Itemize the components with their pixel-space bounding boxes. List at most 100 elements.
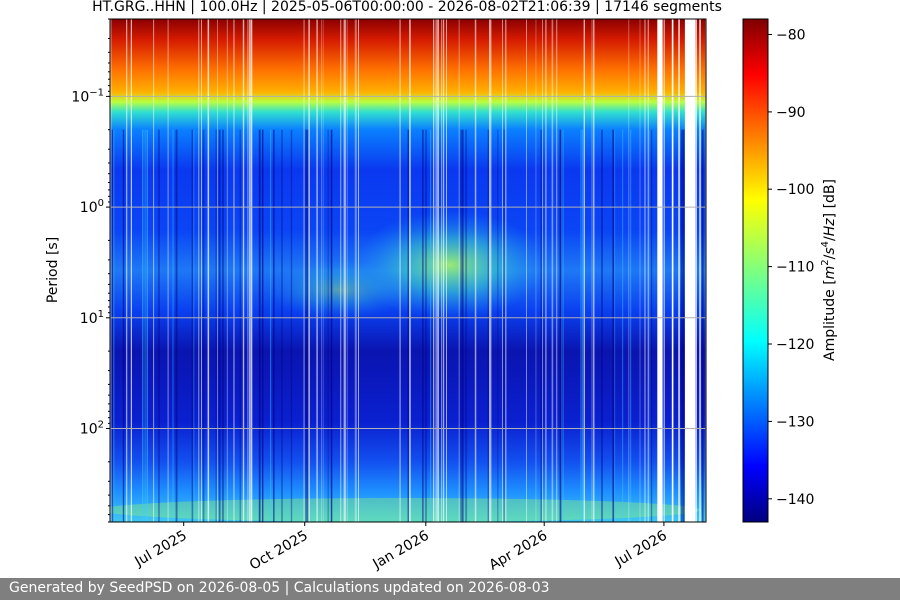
stripe-quiet [612, 129, 615, 522]
stripe-missing [198, 19, 200, 522]
stripe-quiet [122, 129, 125, 522]
stripe-quiet [422, 129, 424, 522]
stripe-quiet [487, 129, 490, 522]
stripe-quiet [215, 129, 217, 522]
stripe-noisy [142, 129, 144, 522]
stripe-missing [308, 19, 310, 522]
stripe-missing [233, 19, 235, 522]
stripe-quiet [258, 129, 261, 522]
stripe-missing [474, 19, 477, 522]
y-axis-label: Period [s] [45, 237, 61, 303]
data-gap [678, 19, 680, 522]
data-gap [671, 19, 674, 522]
stripe-missing [343, 19, 346, 522]
stripe-quiet [425, 129, 427, 522]
stripe-noisy [561, 129, 563, 522]
stripe-missing [434, 19, 436, 522]
microseism-band-secondary [270, 260, 410, 320]
stripe-missing [242, 19, 245, 522]
stripe-quiet [682, 129, 685, 522]
stripe-missing [526, 19, 527, 522]
stripe-noisy [143, 129, 145, 522]
stripe-missing [321, 19, 322, 522]
stripe-missing [535, 19, 537, 522]
stripe-missing [249, 19, 251, 522]
stripe-missing [354, 19, 356, 522]
stripe-missing [695, 19, 697, 522]
stripe-quiet [650, 129, 653, 522]
stripe-missing [545, 19, 547, 522]
stripe-quiet [407, 129, 409, 522]
stripe-missing [201, 19, 202, 522]
stripe-missing [593, 19, 595, 522]
stripe-missing [153, 19, 155, 522]
chart-title: HT.GRG..HHN | 100.0Hz | 2025-05-06T00:00… [92, 0, 722, 15]
stripe-missing [303, 19, 305, 522]
stripe-missing [322, 19, 324, 522]
stripe-missing [409, 19, 411, 522]
y-tick-label: 100 [80, 198, 104, 216]
plot-frame [109, 18, 707, 523]
stripe-missing [247, 19, 249, 522]
stripe-missing [217, 19, 218, 522]
colorbar-tick-label: −140 [776, 492, 814, 508]
x-tick-label: Jul 2026 [612, 528, 670, 571]
y-axis: 10−1 100 101 102 [71, 18, 110, 523]
stripe-quiet [460, 129, 462, 522]
spectrogram [110, 19, 706, 522]
stripe-quiet [290, 129, 293, 522]
stripe-quiet [222, 129, 224, 522]
stripe-noisy [113, 129, 115, 522]
stripe-missing [399, 19, 401, 522]
long-period-band [110, 498, 700, 522]
stripe-missing [644, 19, 646, 522]
stripe-missing [502, 19, 503, 522]
colorbar-tick-label: −110 [776, 260, 814, 276]
chart: HT.GRG..HHN | 100.0Hz | 2025-05-06T00:00… [45, 0, 838, 574]
stripe-missing [446, 19, 447, 522]
stripe-quiet [306, 129, 309, 522]
stripe-noisy [172, 129, 174, 522]
stripe-missing [628, 19, 630, 522]
stripe-quiet [273, 129, 275, 522]
y-tick-label: 101 [80, 309, 104, 327]
stripe-quiet [327, 129, 329, 522]
stripe-quiet [191, 129, 194, 522]
stripe-missing [441, 19, 442, 522]
stripe-noisy [270, 129, 272, 522]
stripe-missing [316, 19, 318, 522]
stripe-missing [663, 19, 665, 522]
data-gap [657, 19, 663, 522]
stripe-missing [591, 19, 593, 522]
stripe-quiet [218, 129, 221, 522]
stripe-quiet [111, 129, 114, 522]
x-axis: Jul 2025 Oct 2025 Jan 2026 Apr 2026 Jul 2026 [131, 522, 670, 574]
stripe-quiet [503, 129, 505, 522]
stripe-missing [542, 19, 543, 522]
stripe-quiet [175, 129, 178, 522]
x-tick-label: Jul 2025 [131, 528, 189, 571]
stripe-missing [436, 19, 438, 522]
stripe-quiet [262, 129, 264, 522]
colorbar-ticks: −80 −90 −100 −110 −120 −130 −140 [768, 28, 814, 508]
stripe-quiet [305, 129, 307, 522]
y-tick-label: 102 [80, 420, 104, 438]
stripe-missing [442, 19, 445, 522]
stripe-missing [489, 19, 491, 522]
data-gap [699, 19, 701, 522]
stripe-missing [130, 19, 132, 522]
stripe-noisy [622, 129, 624, 522]
stripe-noisy [614, 129, 616, 522]
stripe-noisy [145, 129, 147, 522]
stripe-missing [358, 19, 359, 522]
colorbar [742, 18, 769, 523]
stripe-quiet [239, 129, 241, 522]
stripe-missing [647, 19, 649, 522]
colorbar-tick-label: −90 [776, 105, 806, 121]
x-tick-label: Oct 2025 [247, 528, 311, 574]
stripe-noisy [580, 129, 582, 522]
stripe-missing [438, 19, 439, 522]
stripe-missing [433, 19, 435, 522]
data-gap [684, 19, 696, 522]
stripe-missing [167, 19, 169, 522]
